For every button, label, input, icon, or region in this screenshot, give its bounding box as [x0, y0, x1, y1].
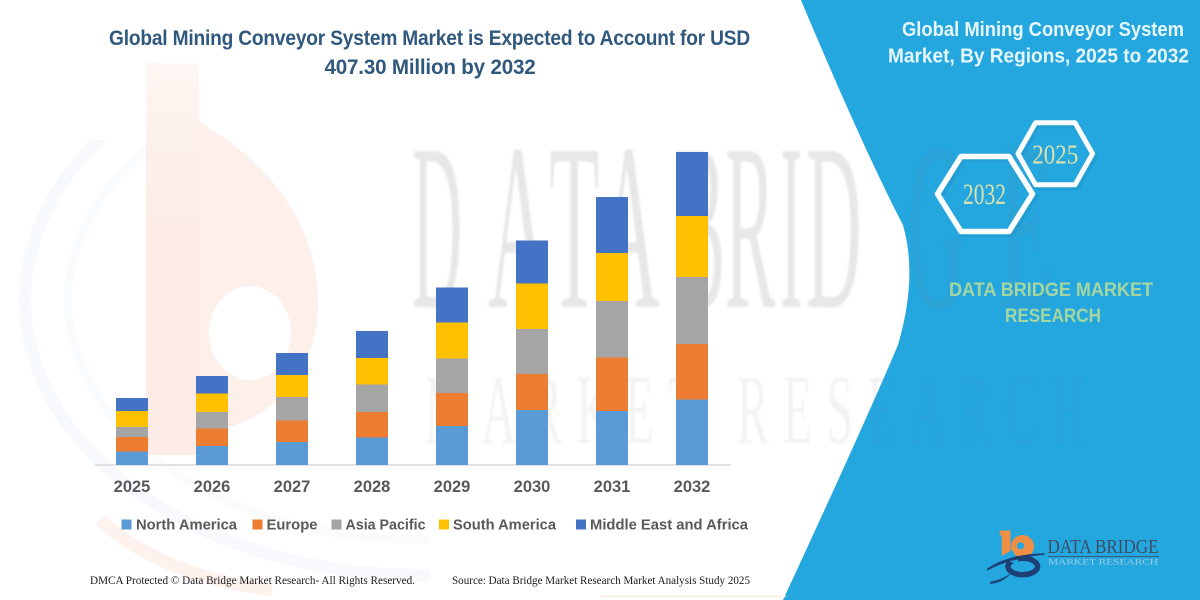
svg-text:D: D: [806, 96, 862, 360]
svg-text:South America: South America: [453, 517, 557, 534]
svg-text:2028: 2028: [354, 478, 391, 496]
svg-text:RESEARCH: RESEARCH: [1005, 305, 1101, 327]
svg-text:North America: North America: [136, 517, 238, 534]
svg-text:R: R: [725, 97, 775, 360]
svg-text:Global Mining Conveyor System: Global Mining Conveyor System Market is …: [109, 26, 750, 50]
svg-text:2032: 2032: [674, 478, 711, 496]
svg-text:Europe: Europe: [267, 517, 318, 534]
svg-text:2025: 2025: [1032, 140, 1078, 170]
svg-text:DATA BRIDGE: DATA BRIDGE: [1048, 536, 1159, 558]
svg-text:DMCA Protected © Data Bridge M: DMCA Protected © Data Bridge Market Rese…: [90, 575, 415, 587]
svg-text:I: I: [780, 95, 802, 359]
svg-text:2030: 2030: [514, 478, 551, 496]
svg-text:MARKET RESEARCH: MARKET RESEARCH: [1048, 557, 1158, 567]
svg-text:Global Mining Conveyor System: Global Mining Conveyor System: [902, 19, 1184, 41]
svg-text:T: T: [549, 95, 599, 360]
svg-text:Middle East and Africa: Middle East and Africa: [590, 517, 749, 534]
svg-text:Market, By Regions, 2025 to 20: Market, By Regions, 2025 to 2032: [888, 46, 1189, 68]
svg-text:DATA BRIDGE MARKET: DATA BRIDGE MARKET: [949, 279, 1153, 301]
svg-text:2026: 2026: [194, 478, 231, 496]
svg-text:407.30 Million by 2032: 407.30 Million by 2032: [325, 55, 536, 79]
svg-text:Asia Pacific: Asia Pacific: [346, 517, 426, 534]
svg-text:2027: 2027: [274, 478, 311, 496]
svg-text:Source: Data Bridge Market Res: Source: Data Bridge Market Research Mark…: [452, 575, 750, 587]
svg-text:2025: 2025: [114, 478, 151, 496]
svg-text:2029: 2029: [434, 478, 471, 496]
svg-text:2032: 2032: [963, 178, 1006, 211]
svg-text:2031: 2031: [594, 478, 631, 496]
